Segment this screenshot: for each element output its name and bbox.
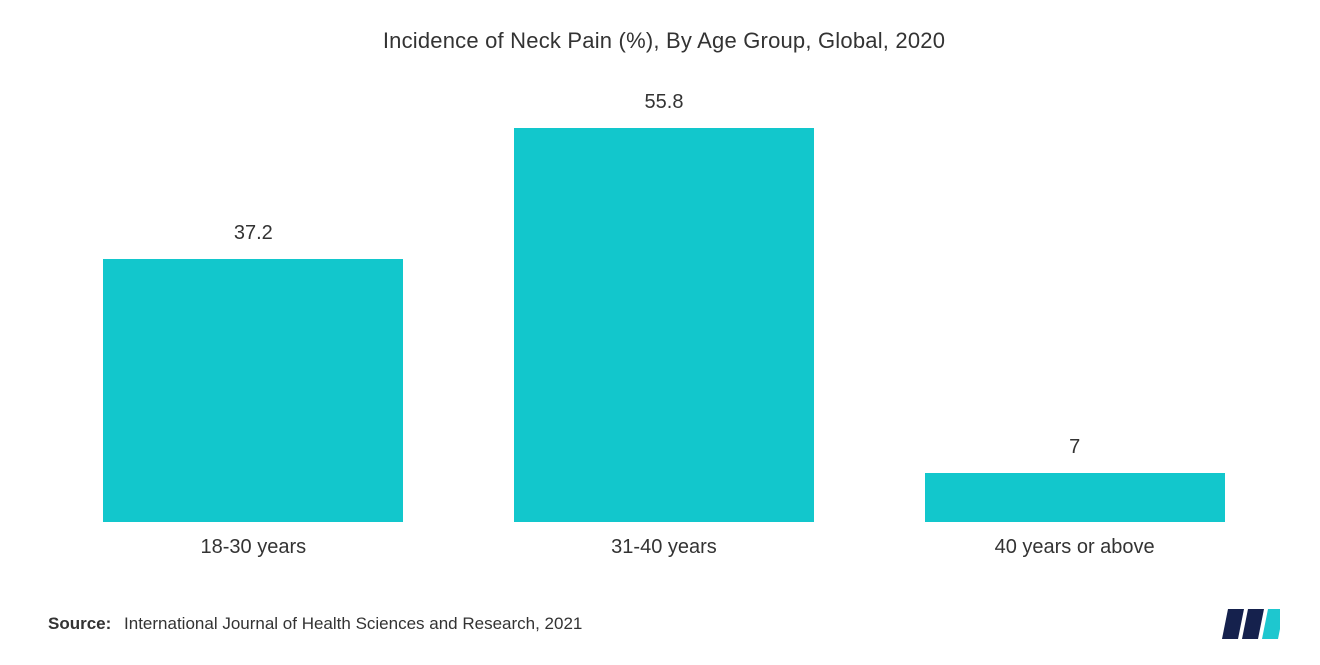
bar: 7 (925, 436, 1225, 522)
chart-title: Incidence of Neck Pain (%), By Age Group… (48, 28, 1280, 54)
bar: 37.2 (103, 222, 403, 522)
source-line: Source: International Journal of Health … (48, 614, 582, 634)
bar-value-label: 37.2 (234, 222, 273, 245)
bar: 55.8 (514, 91, 814, 522)
bar-rect (925, 473, 1225, 522)
footer: Source: International Journal of Health … (48, 605, 1280, 643)
bar-value-label: 55.8 (645, 91, 684, 114)
chart-container: Incidence of Neck Pain (%), By Age Group… (0, 0, 1320, 665)
source-label: Source: (48, 614, 111, 633)
bar-value-label: 7 (1069, 436, 1080, 459)
x-axis-label: 31-40 years (514, 536, 814, 559)
logo-left-bar (1222, 609, 1244, 639)
x-axis: 18-30 years 31-40 years 40 years or above (48, 536, 1280, 559)
bar-rect (103, 259, 403, 522)
logo-mid-bar (1242, 609, 1264, 639)
plot-area: 37.2 55.8 7 (48, 84, 1280, 522)
source-text: International Journal of Health Sciences… (124, 614, 582, 633)
bars-group: 37.2 55.8 7 (48, 84, 1280, 522)
logo-right-bar (1262, 609, 1280, 639)
bar-rect (514, 128, 814, 522)
brand-logo (1222, 605, 1280, 643)
x-axis-label: 40 years or above (925, 536, 1225, 559)
x-axis-label: 18-30 years (103, 536, 403, 559)
